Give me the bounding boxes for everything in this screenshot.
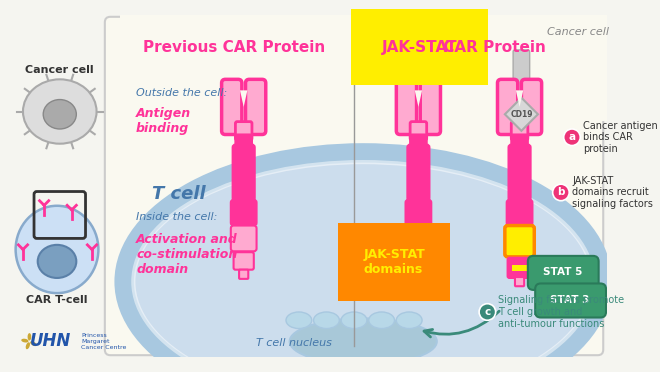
FancyBboxPatch shape: [407, 145, 430, 201]
Text: Outside the cell:: Outside the cell:: [136, 88, 227, 98]
FancyBboxPatch shape: [236, 122, 252, 140]
Text: JAK-STAT: JAK-STAT: [381, 40, 457, 55]
Text: UHN: UHN: [30, 333, 71, 350]
Ellipse shape: [43, 100, 77, 129]
FancyBboxPatch shape: [515, 277, 524, 286]
Text: Cancer cell: Cancer cell: [26, 65, 94, 75]
Text: Previous CAR Protein: Previous CAR Protein: [143, 40, 325, 55]
Text: STAT 3: STAT 3: [550, 295, 590, 305]
Text: CD19: CD19: [510, 110, 533, 119]
FancyBboxPatch shape: [414, 277, 423, 286]
FancyBboxPatch shape: [513, 50, 530, 104]
Text: Antigen
binding: Antigen binding: [136, 107, 191, 135]
Text: Princess
Margaret
Cancer Centre: Princess Margaret Cancer Centre: [81, 333, 126, 350]
FancyBboxPatch shape: [411, 265, 426, 270]
Ellipse shape: [369, 312, 395, 328]
Bar: [119, 10, 533, 65]
Text: JAK-STAT
domains recruit
signaling factors: JAK-STAT domains recruit signaling facto…: [572, 176, 653, 209]
FancyBboxPatch shape: [410, 135, 426, 151]
Ellipse shape: [30, 341, 37, 346]
Polygon shape: [414, 90, 422, 107]
Text: Cancer antigen
binds CAR
protein: Cancer antigen binds CAR protein: [583, 121, 658, 154]
Text: T cell: T cell: [152, 185, 205, 203]
Text: Signaling factors promote
T cell growth and
anti-tumour functions: Signaling factors promote T cell growth …: [498, 295, 624, 328]
FancyBboxPatch shape: [246, 79, 266, 135]
Ellipse shape: [533, 6, 653, 107]
Ellipse shape: [314, 312, 339, 328]
Polygon shape: [505, 98, 538, 131]
FancyBboxPatch shape: [222, 79, 242, 135]
FancyBboxPatch shape: [236, 135, 252, 151]
Ellipse shape: [38, 245, 77, 278]
Text: Cancer cell: Cancer cell: [547, 26, 609, 36]
Ellipse shape: [21, 339, 28, 343]
Text: CAR Protein: CAR Protein: [438, 40, 546, 55]
Text: CAR T-cell: CAR T-cell: [26, 295, 88, 305]
FancyBboxPatch shape: [507, 200, 533, 225]
Text: JAK-STAT
domains: JAK-STAT domains: [363, 248, 425, 276]
FancyBboxPatch shape: [397, 79, 416, 135]
Ellipse shape: [124, 153, 603, 372]
FancyBboxPatch shape: [535, 283, 606, 317]
Text: STAT 5: STAT 5: [543, 267, 583, 278]
Circle shape: [552, 184, 569, 201]
Ellipse shape: [290, 318, 437, 365]
FancyBboxPatch shape: [508, 258, 531, 278]
Circle shape: [564, 129, 580, 145]
Text: b: b: [557, 187, 565, 198]
FancyBboxPatch shape: [105, 17, 603, 355]
Ellipse shape: [341, 312, 367, 328]
Polygon shape: [516, 90, 523, 107]
FancyBboxPatch shape: [231, 225, 257, 251]
Bar: [533, 10, 607, 121]
Text: New!: New!: [363, 225, 399, 238]
Text: Inside the cell:: Inside the cell:: [136, 212, 218, 222]
Polygon shape: [240, 90, 248, 107]
FancyBboxPatch shape: [420, 79, 440, 135]
FancyBboxPatch shape: [521, 79, 542, 135]
FancyBboxPatch shape: [498, 79, 517, 135]
Ellipse shape: [28, 333, 31, 340]
Circle shape: [479, 304, 496, 320]
FancyBboxPatch shape: [512, 122, 528, 140]
FancyBboxPatch shape: [234, 252, 254, 270]
FancyArrowPatch shape: [424, 311, 499, 337]
Text: a: a: [568, 132, 576, 142]
Ellipse shape: [397, 312, 422, 328]
FancyBboxPatch shape: [404, 225, 433, 257]
Ellipse shape: [286, 312, 312, 328]
FancyBboxPatch shape: [512, 135, 528, 151]
FancyBboxPatch shape: [528, 256, 599, 290]
FancyBboxPatch shape: [233, 145, 255, 201]
FancyBboxPatch shape: [410, 122, 426, 140]
FancyBboxPatch shape: [405, 200, 431, 225]
FancyBboxPatch shape: [231, 200, 257, 225]
Ellipse shape: [26, 342, 30, 349]
FancyBboxPatch shape: [505, 225, 535, 257]
FancyBboxPatch shape: [512, 265, 527, 270]
Text: c: c: [484, 307, 490, 317]
FancyBboxPatch shape: [407, 258, 430, 278]
Ellipse shape: [16, 206, 98, 293]
FancyBboxPatch shape: [508, 145, 531, 201]
Text: T cell nucleus: T cell nucleus: [256, 338, 332, 348]
FancyBboxPatch shape: [239, 270, 248, 279]
Text: Activation and
co-stimulation
domain: Activation and co-stimulation domain: [136, 233, 238, 276]
Ellipse shape: [23, 79, 96, 144]
